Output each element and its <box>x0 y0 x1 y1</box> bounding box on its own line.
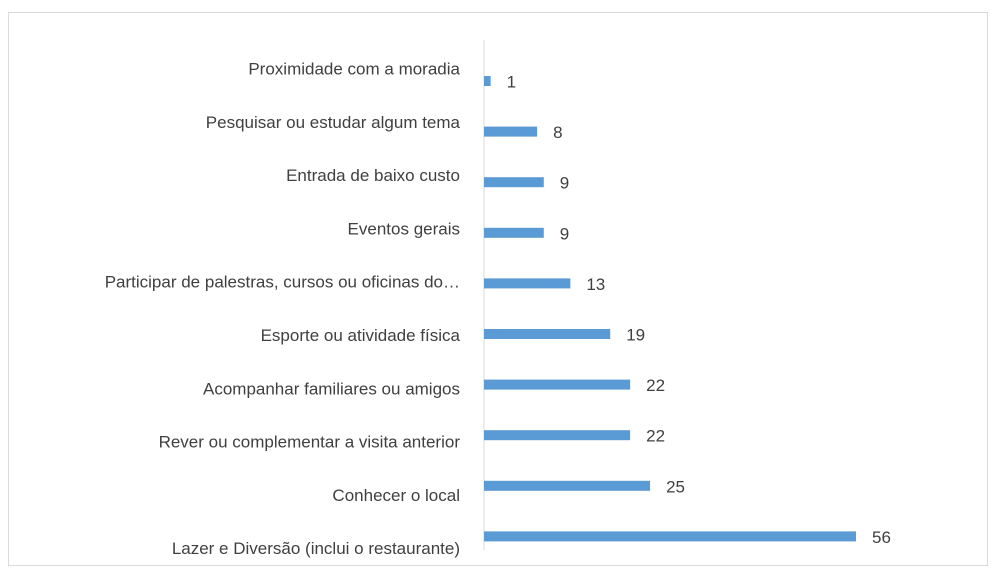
category-label: Conhecer o local <box>332 486 460 505</box>
value-label: 8 <box>553 123 562 142</box>
bar <box>484 480 651 491</box>
bar <box>484 76 491 86</box>
bar <box>484 329 611 339</box>
category-label: Eventos gerais <box>348 219 460 238</box>
chart-border <box>8 12 988 566</box>
bar <box>484 531 856 542</box>
value-label: 22 <box>646 376 665 395</box>
category-label: Lazer e Diversão (inclui o restaurante) <box>172 539 460 558</box>
bar <box>484 177 544 188</box>
bar <box>484 278 571 289</box>
bar <box>484 227 544 238</box>
category-label: Esporte ou atividade física <box>261 326 461 345</box>
category-label: Rever ou complementar a visita anterior <box>159 433 461 452</box>
bar <box>484 126 538 137</box>
value-label: 19 <box>626 325 645 344</box>
value-label: 1 <box>507 72 516 91</box>
category-label: Entrada de baixo custo <box>286 166 460 185</box>
category-label: Proximidade com a moradia <box>248 59 460 78</box>
category-label: Participar de palestras, cursos ou ofici… <box>105 273 460 292</box>
category-label: Acompanhar familiares ou amigos <box>203 379 460 398</box>
value-label: 13 <box>586 275 605 294</box>
value-label: 56 <box>872 528 891 547</box>
bar <box>484 379 631 390</box>
bar <box>484 430 631 441</box>
category-label: Pesquisar ou estudar algum tema <box>206 113 461 132</box>
value-label: 9 <box>560 174 569 193</box>
value-label: 22 <box>646 427 665 446</box>
value-label: 25 <box>666 477 685 496</box>
value-label: 9 <box>560 224 569 243</box>
